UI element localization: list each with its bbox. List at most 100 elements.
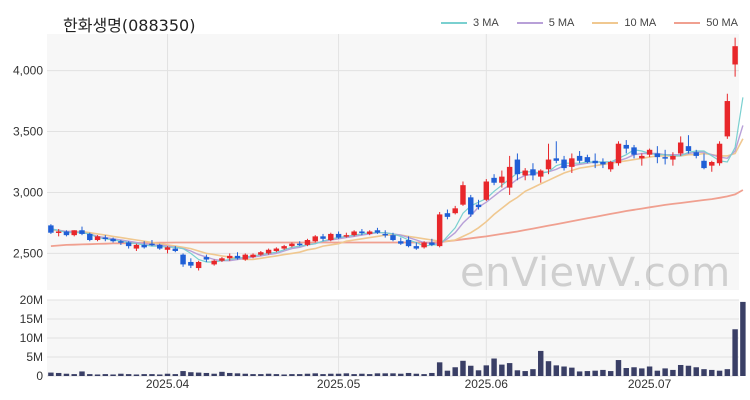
legend-item-ma3: 3 MA	[441, 17, 499, 29]
volume-tick-label: 5M	[26, 350, 43, 364]
volume-bar	[623, 368, 629, 376]
legend-swatch-ma3	[441, 22, 468, 24]
candle-body	[662, 157, 668, 159]
legend-swatch-ma5	[516, 22, 543, 24]
candle-body	[421, 242, 427, 248]
candle-body	[685, 146, 692, 152]
volume-bar	[328, 373, 334, 376]
candle-body	[195, 261, 202, 269]
candle-body	[592, 160, 598, 164]
candle-body	[483, 181, 490, 200]
candle-body	[180, 254, 186, 265]
volume-bar	[304, 373, 311, 376]
candle-body	[149, 243, 155, 246]
volume-bar	[110, 374, 116, 376]
legend-label-ma10: 10 MA	[624, 17, 657, 29]
legend-swatch-ma10	[592, 22, 619, 24]
y-tick-label: 4,000	[13, 64, 43, 78]
volume-bar	[429, 372, 435, 376]
candle-body	[444, 213, 451, 217]
volume-bar	[141, 374, 147, 376]
candle-body	[506, 166, 513, 188]
volume-bar	[250, 374, 256, 376]
candle-body	[164, 247, 171, 250]
volume-bar	[211, 373, 217, 376]
candle-body	[452, 208, 458, 214]
y-tick-label: 3,500	[13, 125, 43, 139]
candle-body	[320, 236, 326, 239]
candle-body	[607, 162, 614, 170]
volume-bar	[491, 358, 497, 376]
volume-bar	[157, 374, 163, 376]
candle-body	[110, 238, 116, 242]
y-tick-label: 2,500	[13, 246, 43, 260]
legend-item-ma5: 5 MA	[516, 17, 575, 29]
candle-body	[569, 158, 575, 167]
volume-bar	[444, 370, 451, 376]
volume-tick-label: 20M	[20, 293, 43, 307]
candle-body	[398, 241, 404, 244]
volume-bar	[281, 374, 287, 376]
volume-bar	[413, 373, 420, 376]
volume-bar	[506, 363, 513, 376]
volume-bar	[553, 365, 560, 376]
volume-bar	[118, 373, 124, 376]
candle-body	[71, 230, 77, 236]
candle-body	[693, 152, 699, 156]
candle-body	[63, 231, 70, 236]
legend-label-ma50: 50 MA	[706, 17, 738, 29]
candle-body	[701, 160, 707, 169]
candle-body	[335, 233, 342, 238]
watermark-text: enViewV.com	[460, 250, 731, 296]
legend-label-ma5: 5 MA	[548, 17, 575, 29]
y-tick-label: 3,000	[13, 185, 43, 199]
candle-body	[102, 237, 109, 240]
candle-body	[258, 252, 264, 255]
candle-body	[289, 243, 295, 247]
candle-body	[234, 255, 241, 259]
candle-body	[732, 46, 738, 65]
volume-bar	[203, 372, 210, 376]
volume-bar	[374, 373, 381, 376]
volume-bar	[685, 365, 692, 376]
candle-body	[460, 185, 466, 205]
candle-body	[654, 153, 661, 158]
volume-bar	[475, 370, 482, 376]
candle-body	[514, 159, 521, 175]
candle-body	[273, 248, 280, 251]
volume-bar	[569, 367, 575, 376]
chart-legend: 3 MA 5 MA 10 MA 50 MA	[441, 17, 738, 29]
candle-body	[343, 235, 350, 237]
legend-swatch-ma50	[674, 22, 701, 24]
x-tick-label: 2025.06	[465, 377, 509, 391]
volume-bar	[452, 367, 458, 376]
candle-body	[623, 144, 629, 149]
candle-body	[188, 261, 194, 266]
candle-body	[677, 142, 684, 154]
volume-bar	[499, 364, 505, 376]
volume-bar	[460, 360, 466, 376]
candle-body	[125, 242, 132, 247]
x-tick-label: 2025.07	[628, 377, 672, 391]
volume-bar	[709, 369, 715, 376]
volume-bar	[359, 373, 365, 376]
candle-body	[553, 158, 560, 161]
volume-tick-label: 10M	[20, 331, 43, 345]
volume-bar	[693, 367, 699, 376]
volume-bar	[335, 373, 342, 376]
x-tick-label: 2025.04	[146, 377, 190, 391]
candle-body	[265, 249, 272, 254]
volume-bar	[530, 369, 536, 376]
volume-bar	[615, 360, 622, 376]
candle-body	[491, 177, 497, 183]
candle-body	[538, 170, 544, 177]
volume-bar	[584, 371, 591, 376]
candle-body	[390, 235, 396, 241]
candle-body	[709, 162, 715, 166]
candle-body	[670, 155, 676, 160]
volume-bar	[79, 371, 85, 376]
volume-bar	[71, 374, 77, 376]
candle-body	[226, 255, 233, 259]
candle-body	[94, 236, 101, 241]
